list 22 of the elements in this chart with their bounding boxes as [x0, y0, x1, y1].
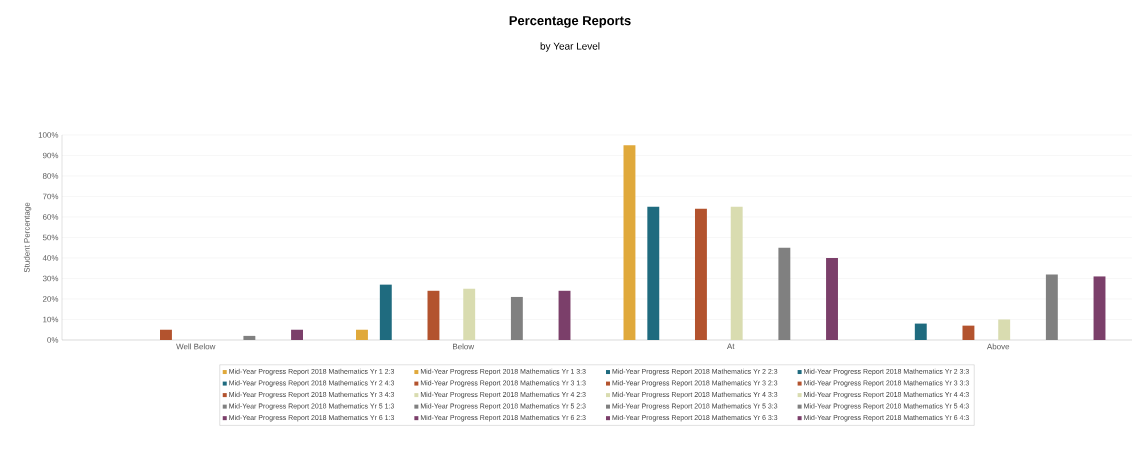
bar: [1045, 274, 1058, 340]
bar: [510, 296, 523, 340]
bar: [427, 290, 440, 340]
bar: [1093, 276, 1106, 340]
bar: [558, 290, 571, 340]
bar: [291, 329, 303, 340]
chart-title: Percentage Reports: [509, 16, 631, 28]
bar: [243, 335, 256, 340]
bar: [160, 329, 172, 340]
bar: [730, 206, 743, 340]
bar: [962, 325, 975, 340]
chart-subtitle: by Year Level: [540, 42, 600, 52]
bar: [356, 329, 368, 340]
bar: [826, 257, 838, 340]
bar: [694, 208, 707, 340]
bar: [998, 319, 1011, 340]
bar: [623, 145, 636, 340]
bar: [647, 206, 660, 340]
bar: [778, 247, 791, 340]
bar: [914, 323, 927, 340]
bar: [463, 288, 476, 340]
bar: [379, 284, 392, 340]
